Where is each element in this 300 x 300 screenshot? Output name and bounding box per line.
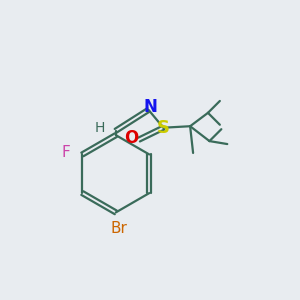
Text: H: H: [94, 121, 105, 135]
Text: N: N: [143, 98, 157, 116]
Text: O: O: [124, 129, 139, 147]
Text: F: F: [61, 146, 70, 160]
Text: S: S: [157, 119, 170, 137]
Text: Br: Br: [110, 221, 127, 236]
